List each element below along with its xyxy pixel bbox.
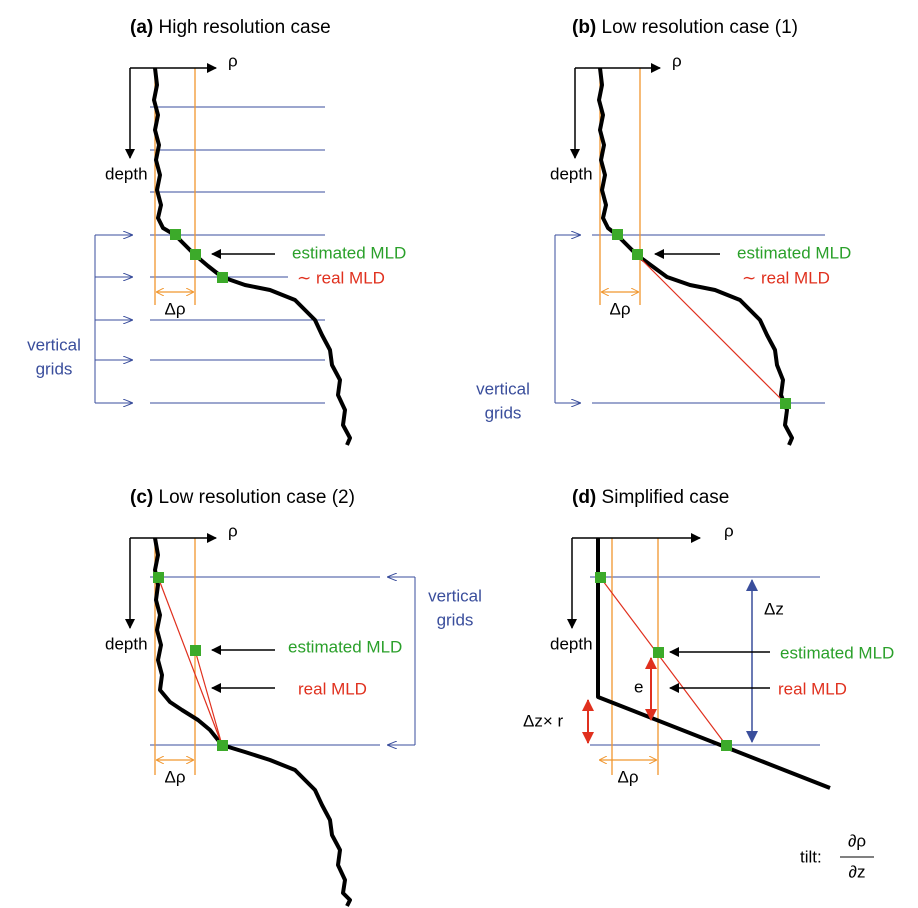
delta-rho: Δρ — [164, 299, 185, 318]
estimated-mld: estimated MLD — [288, 637, 402, 656]
real-mld: ∼ real MLD — [297, 268, 385, 287]
y-axis-label: depth — [550, 164, 593, 183]
x-axis-label: ρ — [228, 51, 238, 70]
panel-name: High resolution case — [159, 17, 331, 38]
x-axis-label: ρ — [724, 521, 734, 540]
panel-d: (d) Simplified case ρ depth estimated ML… — [523, 487, 894, 881]
grids-label: vertical — [428, 586, 482, 605]
panel-title: (d) Simplified case — [572, 487, 729, 508]
panel-name: Low resolution case (2) — [159, 487, 355, 508]
delta-z: Δz — [764, 599, 784, 618]
grids-label: vertical — [27, 335, 81, 354]
delta-rho: Δρ — [164, 767, 185, 786]
panel-a: (a) High resolution case ρ depth estimat… — [27, 17, 406, 446]
panel-label: (c) — [130, 487, 153, 508]
tilt-denominator: ∂z — [849, 862, 866, 881]
y-axis-label: depth — [105, 634, 148, 653]
delta-rho: Δρ — [609, 299, 630, 318]
real-mld: ∼ real MLD — [742, 268, 830, 287]
panel-title: (c) Low resolution case (2) — [130, 487, 355, 508]
tilt-numerator: ∂ρ — [848, 831, 866, 850]
estimated-mld: estimated MLD — [292, 243, 406, 262]
real-mld: real MLD — [778, 679, 847, 698]
estimated-mld: estimated MLD — [737, 243, 851, 262]
panel-label: (b) — [572, 17, 596, 38]
panel-title: (a) High resolution case — [130, 17, 331, 38]
x-axis-label: ρ — [228, 521, 238, 540]
panel-title: (b) Low resolution case (1) — [572, 17, 798, 38]
panel-label: (d) — [572, 487, 596, 508]
y-axis-label: depth — [105, 164, 148, 183]
estimated-mld: estimated MLD — [780, 643, 894, 662]
grids-label: grids — [485, 403, 522, 422]
grids-label: vertical — [476, 379, 530, 398]
panel-c: (c) Low resolution case (2) ρ depth esti… — [105, 487, 482, 907]
grids-label: grids — [437, 610, 474, 629]
tilt-label: tilt: — [800, 847, 822, 866]
panel-name: Simplified case — [602, 487, 730, 508]
x-axis-label: ρ — [672, 51, 682, 70]
panel-label: (a) — [130, 17, 153, 38]
error-label: e — [634, 677, 643, 696]
panel-name: Low resolution case (1) — [602, 17, 798, 38]
y-axis-label: depth — [550, 634, 593, 653]
delta-rho: Δρ — [617, 767, 638, 786]
panel-b: (b) Low resolution case (1) ρ depth esti… — [476, 17, 851, 446]
offset-label: Δz× r — [523, 711, 564, 730]
grids-label: grids — [36, 359, 73, 378]
real-mld: real MLD — [298, 679, 367, 698]
